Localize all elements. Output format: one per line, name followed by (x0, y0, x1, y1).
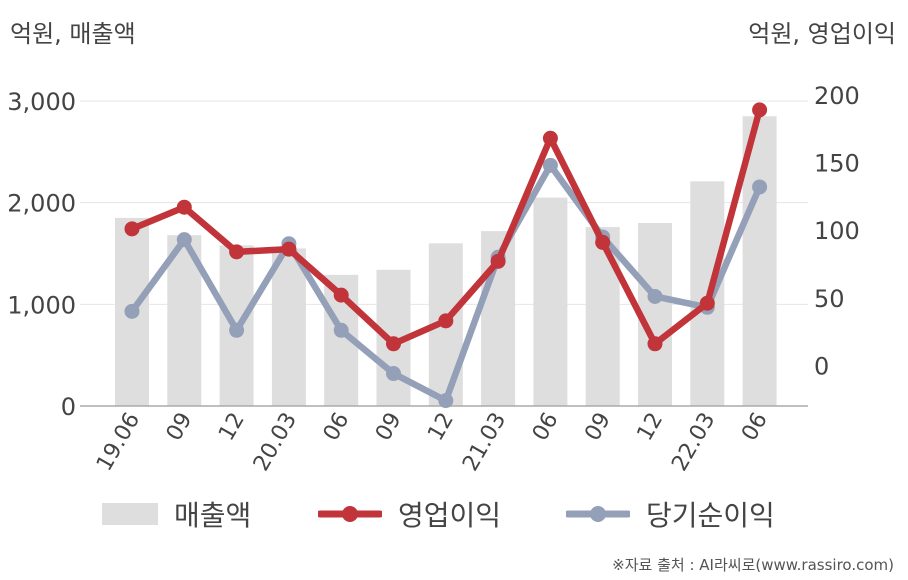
operating-profit-point (595, 234, 611, 250)
revenue-bar (533, 197, 568, 406)
operating-profit-point (752, 102, 768, 118)
x-tick-label: 06 (737, 409, 773, 446)
x-tick-label: 12 (423, 409, 459, 446)
source-credit: ※자료 출처 : AI라씨로(www.rassiro.com) (612, 556, 894, 574)
net-income-point (333, 322, 349, 338)
legend-bar-swatch-icon (102, 503, 158, 525)
net-income-point (124, 303, 140, 319)
operating-profit-point (176, 199, 192, 215)
operating-profit-point (438, 313, 454, 329)
right-tick-label: 100 (814, 217, 860, 245)
operating-profit-point (386, 336, 401, 352)
legend-line-marker-icon (566, 506, 630, 522)
net-income-point (752, 179, 768, 195)
x-tick-label: 12 (633, 409, 669, 446)
right-tick-label: 150 (814, 150, 860, 178)
net-income-point (647, 288, 663, 304)
net-income-point (386, 366, 401, 382)
revenue-bar (638, 223, 672, 406)
right-tick-label: 200 (814, 82, 860, 110)
legend-label-revenue: 매출액 (174, 499, 252, 532)
x-tick-label: 12 (214, 409, 250, 446)
left-tick-label: 1,000 (7, 291, 76, 319)
profit-lines (124, 102, 768, 409)
x-tick-label: 06 (319, 409, 355, 446)
net-income-point (542, 157, 558, 173)
x-tick-label: 22.03 (667, 409, 720, 476)
right-tick-label: 0 (814, 352, 829, 380)
legend-item-net-income: 당기순이익 (566, 490, 775, 538)
legend: 매출액 영업이익 당기순이익 (0, 490, 908, 538)
legend-item-operating-profit: 영업이익 (318, 490, 501, 538)
revenue-bar (271, 248, 306, 406)
legend-label-net-income: 당기순이익 (646, 499, 775, 532)
operating-profit-point (124, 221, 140, 237)
legend-label-operating-profit: 영업이익 (398, 499, 502, 532)
operating-profit-point (647, 336, 663, 352)
right-tick-label: 50 (814, 285, 845, 313)
x-tick-label: 09 (371, 409, 407, 446)
net-income-point (438, 393, 454, 409)
x-tick-label: 21.03 (458, 408, 511, 475)
operating-profit-point (542, 130, 558, 146)
revenue-bars (115, 116, 777, 406)
x-tick-label: 09 (162, 409, 198, 446)
x-tick-label: 19.06 (92, 409, 145, 476)
operating-profit-point (699, 295, 715, 311)
left-tick-label: 2,000 (7, 190, 76, 218)
net-income-point (176, 232, 192, 248)
x-tick-label: 06 (528, 409, 564, 446)
operating-profit-point (229, 244, 245, 260)
operating-profit-point (490, 253, 506, 269)
legend-line-marker-icon (318, 506, 382, 522)
revenue-bar (585, 227, 620, 406)
left-tick-label: 0 (61, 393, 76, 421)
x-tick-label: 20.03 (249, 409, 302, 476)
x-tick-label: 09 (580, 409, 616, 446)
revenue-bar (742, 116, 777, 406)
left-tick-label: 3,000 (7, 88, 76, 116)
legend-item-revenue: 매출액 (102, 490, 251, 538)
operating-profit-point (333, 287, 349, 303)
right-axis-unit-label: 억원, 영업이익 (748, 20, 896, 48)
operating-profit-point (281, 241, 297, 257)
net-income-point (229, 322, 245, 338)
left-axis-unit-label: 억원, 매출액 (10, 20, 136, 48)
